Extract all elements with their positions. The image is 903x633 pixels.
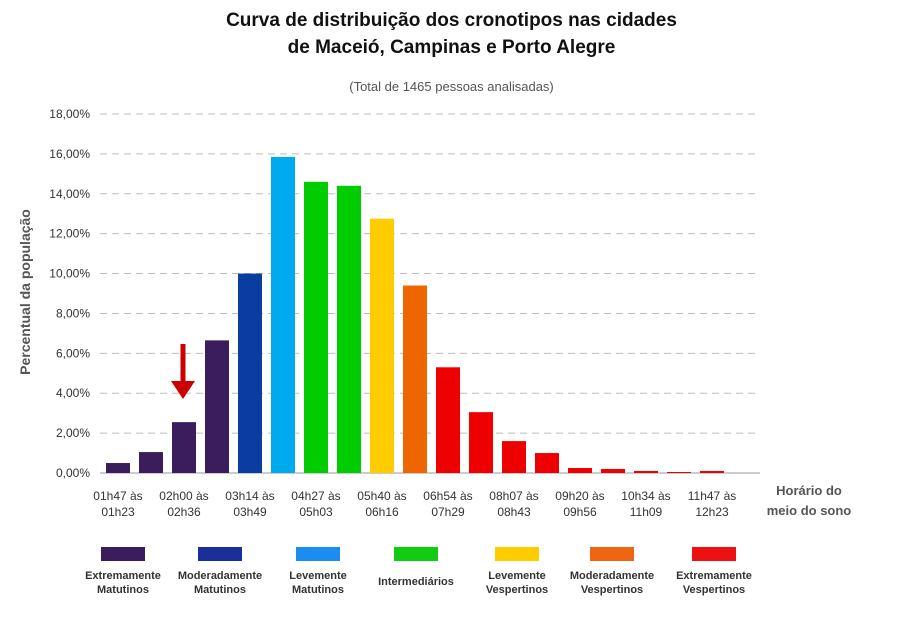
bar: [106, 463, 130, 473]
legend-label: Levemente Vespertinos: [485, 570, 549, 596]
bar: [238, 273, 262, 473]
legend-swatch: [590, 547, 634, 561]
arrow-head: [171, 381, 195, 399]
x-tick-label: 06h54 às 07h29: [423, 489, 472, 519]
legend-swatch: [692, 547, 736, 561]
y-tick-label: 6,00%: [56, 346, 90, 360]
legend-item: Moderadamente Vespertinos: [557, 547, 667, 597]
legend-swatch: [296, 547, 340, 561]
bar: [436, 367, 460, 473]
legend-swatch: [198, 547, 242, 561]
legend-item: Extremamente Matutinos: [68, 547, 178, 597]
y-tick-label: 10,00%: [49, 267, 90, 281]
bar: [271, 156, 295, 473]
bar: [205, 340, 229, 473]
legend-label: Extremamente Matutinos: [85, 570, 161, 596]
legend-item: Intermediários: [361, 547, 471, 589]
legend-item: Extremamente Vespertinos: [659, 547, 769, 597]
y-tick-label: 18,00%: [49, 107, 90, 121]
bar: [337, 185, 361, 474]
legend-swatch: [101, 547, 145, 561]
x-tick-label: 02h00 às 02h36: [159, 489, 208, 519]
bar: [370, 218, 394, 473]
bar: [139, 452, 163, 473]
x-tick-label: 05h40 às 06h16: [357, 489, 406, 519]
legend-label: Extremamente Vespertinos: [676, 570, 752, 596]
x-tick-label: 10h34 às 11h09: [621, 489, 670, 519]
bar: [172, 422, 196, 473]
bar: [502, 441, 526, 473]
bar: [700, 471, 724, 473]
x-tick-label: 08h07 às 08h43: [489, 489, 538, 519]
legend-label: Levemente Matutinos: [289, 570, 347, 596]
legend-swatch: [495, 547, 539, 561]
bar: [304, 181, 328, 474]
chart-subtitle: (Total de 1465 pessoas analisadas): [349, 79, 554, 94]
x-tick-label: 03h14 às 03h49: [225, 489, 274, 519]
y-tick-label: 12,00%: [49, 227, 90, 241]
legend-swatch: [394, 547, 438, 561]
legend-label: Moderadamente Matutinos: [177, 570, 263, 596]
legend-item: Moderadamente Matutinos: [165, 547, 275, 597]
x-tick-label: 01h47 às 01h23: [93, 489, 142, 519]
x-tick-label: 11h47 às 12h23: [688, 489, 737, 519]
x-tick-label: 09h20 às 09h56: [555, 489, 604, 519]
y-tick-label: 16,00%: [49, 147, 90, 161]
bar: [535, 453, 559, 473]
chart-title-line1: Curva de distribuição dos cronotipos nas…: [226, 10, 677, 31]
y-tick-label: 0,00%: [56, 466, 90, 480]
y-tick-label: 8,00%: [56, 306, 90, 320]
bar: [634, 471, 658, 473]
legend-label: Intermediários: [378, 576, 454, 588]
bar: [667, 472, 691, 473]
y-tick-label: 4,00%: [56, 386, 90, 400]
x-tick-label: 04h27 às 05h03: [291, 489, 340, 519]
y-tick-label: 14,00%: [49, 187, 90, 201]
bar: [403, 285, 427, 473]
chart-title-line2: de Maceió, Campinas e Porto Alegre: [287, 37, 616, 58]
bar: [601, 469, 625, 473]
legend-item: Levemente Matutinos: [263, 547, 373, 597]
legend-label: Moderadamente Vespertinos: [569, 570, 655, 596]
x-axis-label: Horário do meio do sono: [766, 483, 852, 518]
bar: [469, 412, 493, 473]
bar: [568, 468, 592, 473]
y-tick-label: 2,00%: [56, 426, 90, 440]
legend-item: Levemente Vespertinos: [462, 547, 572, 597]
